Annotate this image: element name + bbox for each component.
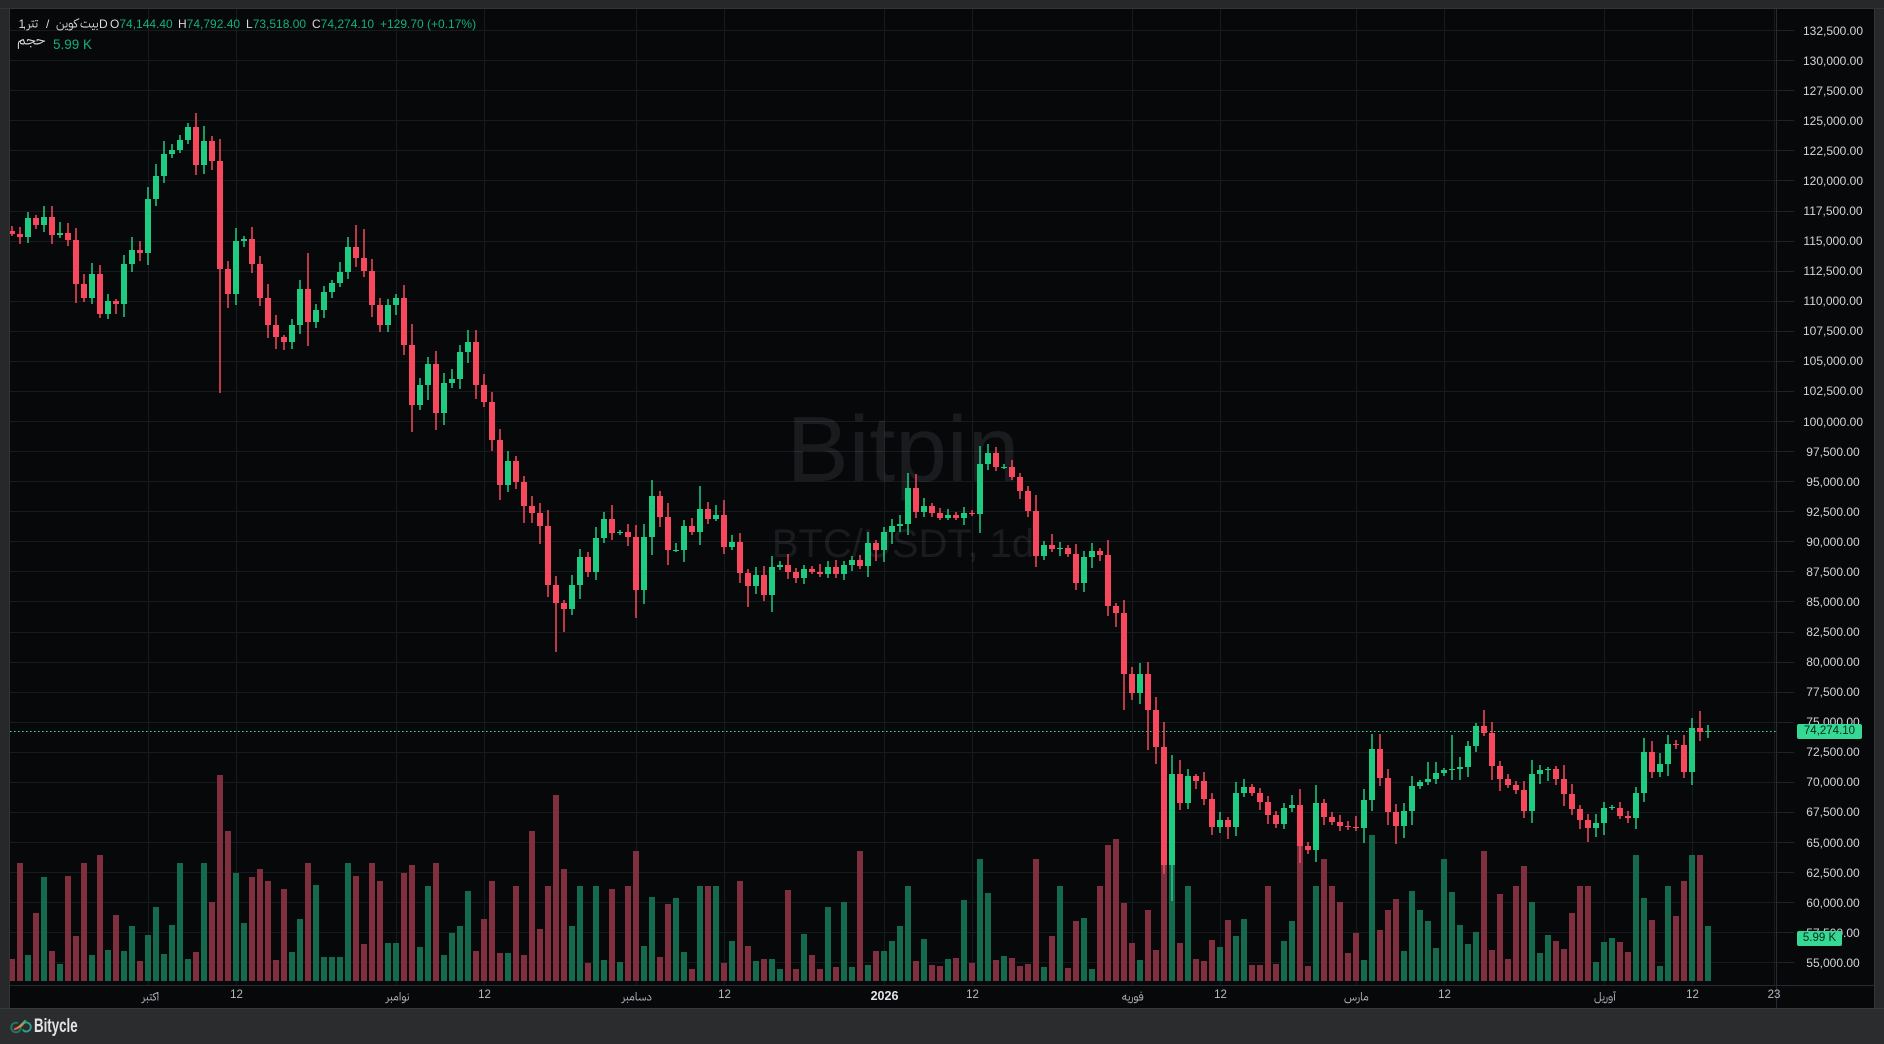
svg-text:Bitpin: Bitpin	[787, 397, 1020, 501]
svg-text:BTC/USDT, 1d: BTC/USDT, 1d	[772, 522, 1034, 566]
